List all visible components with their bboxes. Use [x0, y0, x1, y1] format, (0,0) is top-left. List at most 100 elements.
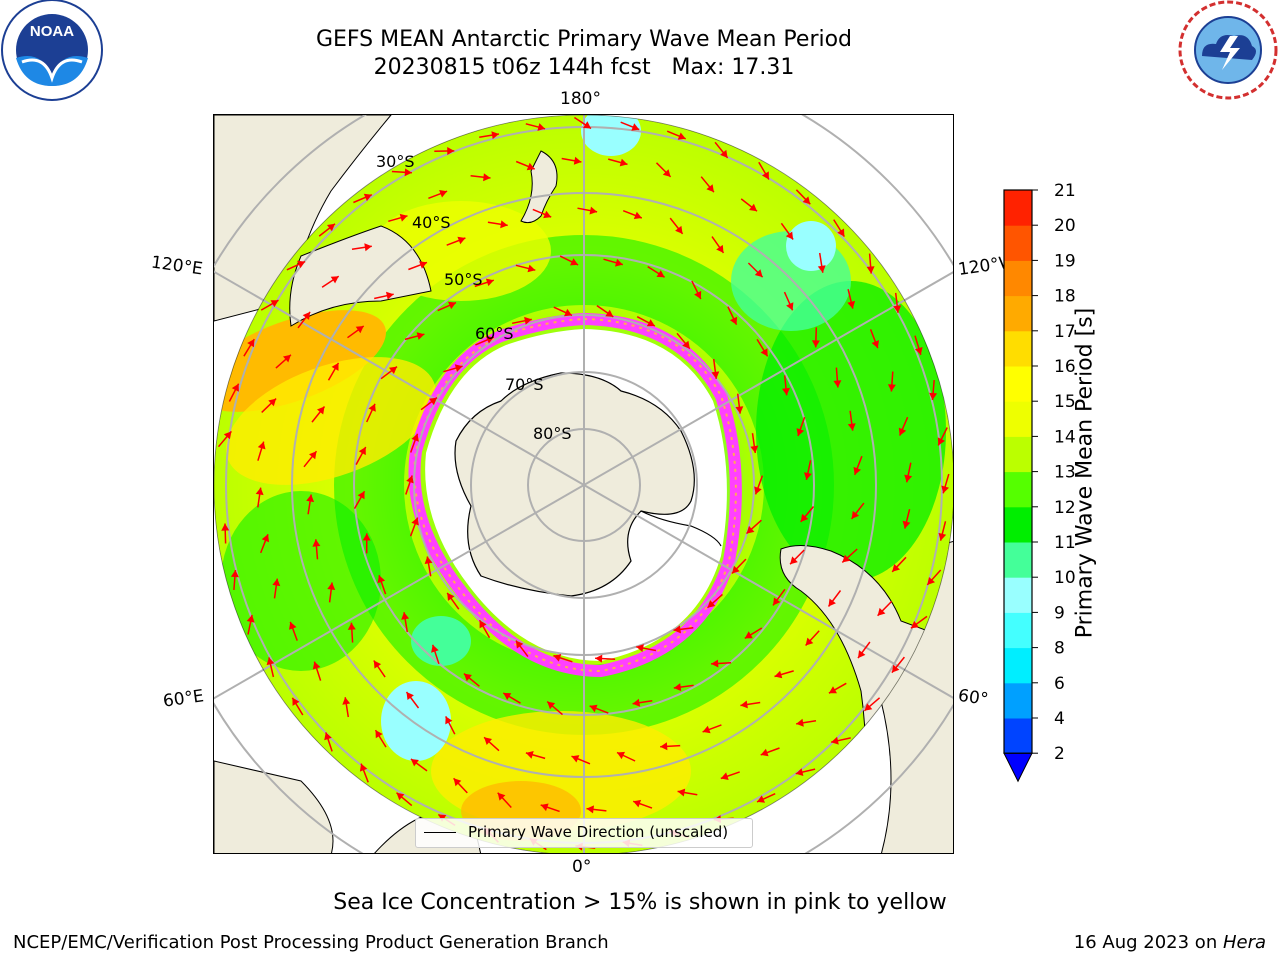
- colorbar-tick-label: 11: [1054, 533, 1076, 553]
- wave-arrow-head: [898, 427, 907, 436]
- wave-arrow-head: [646, 319, 655, 327]
- wave-arrow-head: [406, 475, 414, 484]
- wave-arrow-head: [317, 406, 325, 415]
- wave-arrow-head: [429, 397, 437, 406]
- wave-arrow-head: [796, 428, 805, 436]
- wave-arrow-head: [261, 534, 270, 543]
- sea-ice-caption: Sea Ice Concentration > 15% is shown in …: [333, 890, 947, 915]
- wave-arrow-head: [605, 309, 614, 317]
- wave-arrow-head: [573, 156, 582, 165]
- wave-arrow-head: [406, 692, 414, 700]
- wave-arrow-head: [257, 441, 266, 450]
- colorbar-tick-label: 4: [1054, 709, 1065, 729]
- wave-arrow-head: [419, 261, 427, 269]
- lon-label-120e: 120°E: [149, 252, 204, 280]
- wave-arrow-head: [833, 380, 842, 388]
- wave-arrow-head: [589, 704, 598, 713]
- wave-arrow-head: [586, 805, 594, 814]
- wave-arrow-head: [706, 184, 714, 193]
- colorbar-segment: [1004, 542, 1032, 578]
- wave-arrow-head: [246, 614, 255, 623]
- wave-arrow-head: [375, 730, 383, 739]
- wave-arrow-head: [327, 223, 335, 232]
- wave-arrow-head: [744, 631, 753, 639]
- wave-arrow-head: [673, 625, 681, 634]
- wave-arrow-head: [595, 654, 603, 663]
- wave-arrow-head: [330, 276, 339, 284]
- wave-arrow-head: [306, 494, 315, 503]
- wave-arrow-head: [617, 751, 625, 760]
- wave-arrow-head: [615, 258, 623, 267]
- wave-arrow-head: [247, 339, 255, 348]
- wave-arrow-head: [754, 269, 763, 278]
- wave-arrow-head: [887, 384, 896, 392]
- wave-arrow-head: [526, 162, 535, 171]
- wave-arrow-head: [893, 305, 902, 313]
- wave-arrow-head: [302, 311, 311, 320]
- wave-arrow-head: [389, 366, 397, 374]
- colorbar-segment: [1004, 718, 1032, 754]
- chart-title: GEFS MEAN Antarctic Primary Wave Mean Pe…: [315, 27, 853, 52]
- wave-arrow-head: [800, 513, 809, 522]
- colorbar-segment: [1004, 225, 1032, 261]
- wave-arrow-head: [729, 316, 738, 325]
- wave-arrow-head: [583, 121, 591, 129]
- wave-arrow-head: [491, 131, 499, 140]
- wave-arrow-head: [537, 123, 546, 131]
- colorbar-tick-label: 8: [1054, 639, 1065, 659]
- wave-arrow-head: [937, 437, 945, 446]
- wave-arrow-head: [571, 755, 580, 763]
- wave-arrow-head: [636, 644, 644, 652]
- wave-arrow-head: [362, 533, 371, 541]
- wave-arrow-head: [525, 751, 534, 759]
- wave-arrow-head: [570, 258, 579, 266]
- wave-arrow-head: [527, 264, 536, 273]
- wave-arrow-head: [749, 203, 757, 212]
- wave-arrow-head: [445, 716, 453, 725]
- wave-arrow-head: [927, 577, 935, 585]
- lon-label-0: 0°: [572, 857, 592, 877]
- wave-arrow-head: [929, 392, 938, 400]
- wave-arrow-head: [910, 620, 919, 629]
- wave-arrow-head: [858, 650, 866, 659]
- wave-arrow-head: [720, 149, 728, 158]
- colorbar-segment: [1004, 401, 1032, 437]
- colorbar-tick-label: 18: [1054, 287, 1076, 307]
- wave-arrow-head: [786, 302, 794, 311]
- wave-arrow-head: [540, 803, 549, 812]
- nws-logo: [1178, 0, 1278, 100]
- colorbar-segment: [1004, 612, 1032, 649]
- colorbar-segment: [1004, 260, 1032, 297]
- wave-arrow-head: [266, 657, 275, 666]
- noaa-logo-text: NOAA: [30, 23, 74, 40]
- chart-subtitle: 20230815 t06z 144h fcst Max: 17.31: [373, 55, 795, 80]
- wave-arrow-head: [732, 565, 740, 574]
- wave-arrow-head: [790, 556, 798, 565]
- wave-arrow-head: [847, 423, 856, 431]
- lon-label-180: 180°: [560, 89, 601, 109]
- wave-arrow-head: [938, 532, 947, 541]
- wave-arrow-head: [589, 206, 598, 215]
- footer-date-text: 16 Aug 2023 on: [1073, 932, 1223, 953]
- wave-arrow-head: [760, 748, 769, 757]
- wave-arrow-head: [355, 326, 364, 334]
- wave-arrow-head: [761, 171, 769, 180]
- colorbar-label: Primary Wave Mean Period [s]: [1072, 307, 1098, 639]
- wave-arrow-head: [357, 491, 365, 500]
- colorbar-tick-label: 6: [1054, 674, 1065, 694]
- wave-arrow-head: [454, 364, 463, 372]
- wave-arrow-head: [447, 147, 455, 155]
- wave-arrow-head: [805, 637, 814, 646]
- wave-arrow-head: [677, 132, 686, 140]
- wave-arrow-head: [401, 612, 410, 620]
- wave-arrow-head: [324, 732, 332, 741]
- wave-arrow-head: [673, 683, 682, 692]
- wave-arrow-head: [811, 340, 820, 348]
- wave-arrow-head: [760, 348, 768, 357]
- wave-arrow-head: [485, 336, 494, 344]
- wave-arrow-head: [347, 622, 356, 630]
- wave-arrow-head: [331, 362, 339, 371]
- wave-arrow-head: [447, 592, 455, 601]
- wave-arrow-head: [484, 737, 492, 745]
- colorbar-segment: [1004, 682, 1032, 719]
